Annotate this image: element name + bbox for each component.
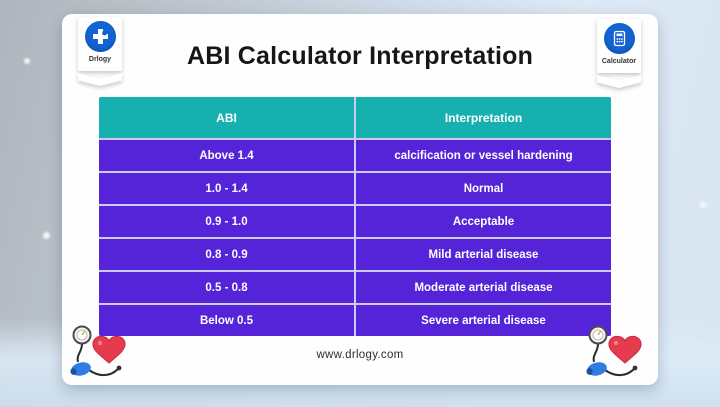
table-cell-abi-range: 0.5 - 0.8 xyxy=(99,272,354,303)
brand-ribbon-badge: Drlogy xyxy=(78,17,122,86)
background-dot xyxy=(24,58,30,64)
ribbon-chevron xyxy=(597,75,641,88)
table-cell-abi-range: 0.9 - 1.0 xyxy=(99,206,354,237)
ribbon-chevron xyxy=(78,73,122,86)
column-header-interpretation: Interpretation xyxy=(356,97,611,138)
calculator-icon xyxy=(603,23,635,54)
table-cell-interpretation: Moderate arterial disease xyxy=(356,272,611,303)
table-cell-interpretation: calcification or vessel hardening xyxy=(356,140,611,171)
drlogy-cross-icon xyxy=(84,21,116,52)
table-cell-abi-range: 0.8 - 0.9 xyxy=(99,239,354,270)
background-dot xyxy=(700,202,706,208)
table-cell-interpretation: Severe arterial disease xyxy=(356,305,611,336)
infographic-card: Drlogy ABI Calculator Interpretation Cal… xyxy=(62,14,658,385)
brand-ribbon-rect: Drlogy xyxy=(78,17,122,71)
table-cell-abi-range: 1.0 - 1.4 xyxy=(99,173,354,204)
table-cell-abi-range: Above 1.4 xyxy=(99,140,354,171)
tool-ribbon-badge: Calculator xyxy=(597,19,641,88)
table-cell-interpretation: Acceptable xyxy=(356,206,611,237)
website-url: www.drlogy.com xyxy=(316,349,404,361)
table-cell-interpretation: Normal xyxy=(356,173,611,204)
page-title: ABI Calculator Interpretation xyxy=(186,42,534,70)
stethoscope-heart-icon xyxy=(70,325,126,377)
column-header-abi: ABI xyxy=(99,97,354,138)
table-cell-abi-range: Below 0.5 xyxy=(99,305,354,336)
tool-ribbon-rect: Calculator xyxy=(597,19,641,73)
abi-interpretation-table: ABI Interpretation Above 1.4 calcificati… xyxy=(99,97,611,336)
stethoscope-heart-icon xyxy=(586,325,642,377)
table-cell-interpretation: Mild arterial disease xyxy=(356,239,611,270)
background-dot xyxy=(43,232,50,239)
tool-badge-label: Calculator xyxy=(601,58,637,65)
brand-badge-label: Drlogy xyxy=(88,56,112,63)
